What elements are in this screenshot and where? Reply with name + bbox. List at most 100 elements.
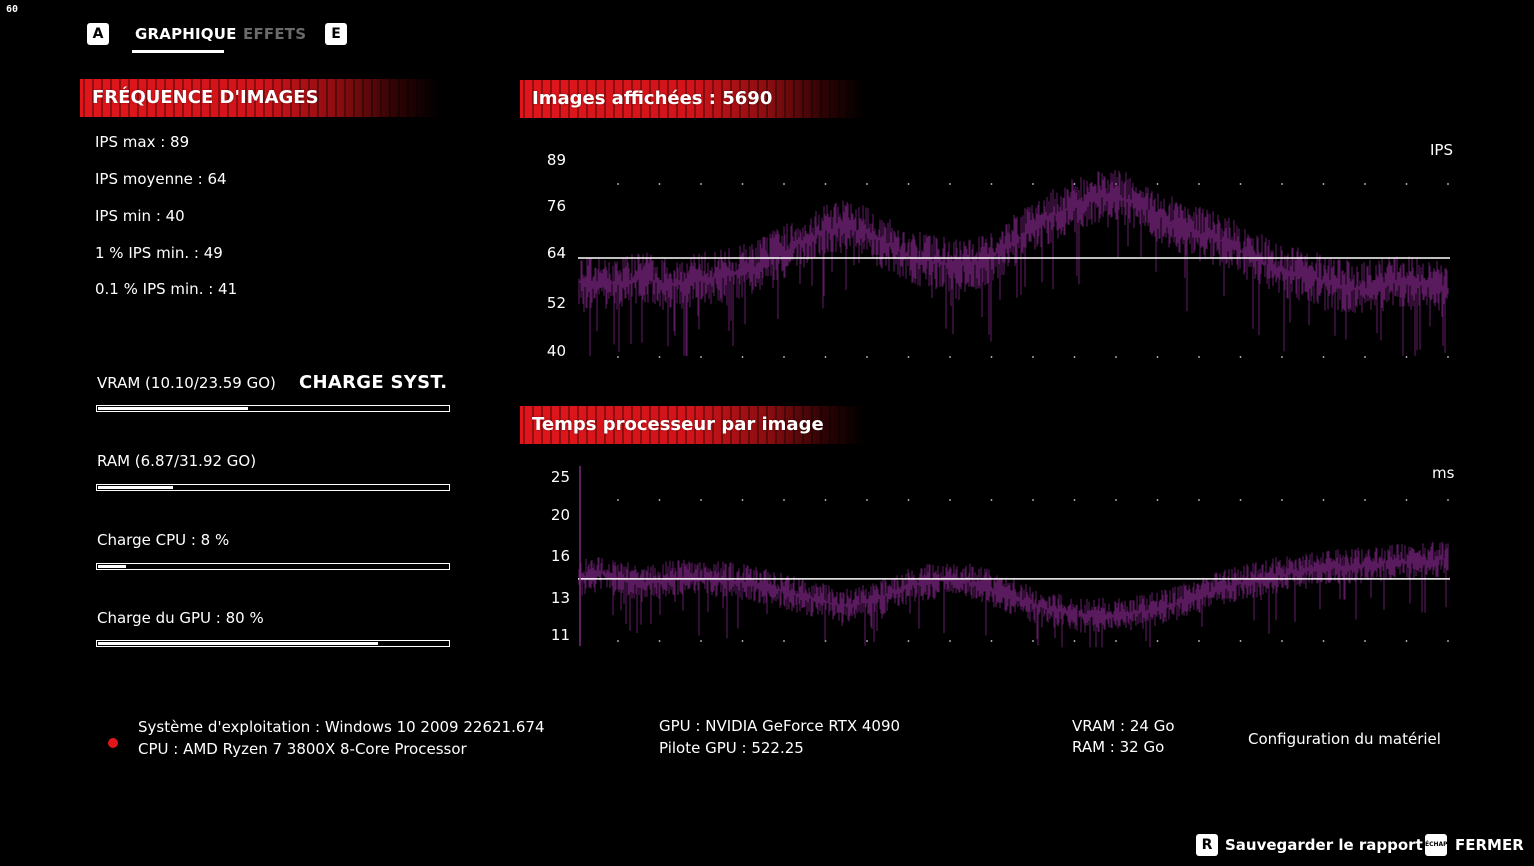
cpu-chart-unit: ms xyxy=(1432,464,1455,482)
cpu-chart-grid-dot xyxy=(1198,499,1200,501)
fps-chart-grid-dot xyxy=(866,356,868,358)
cpu-chart-grid-dot xyxy=(1405,640,1408,642)
cpu-chart-grid-dot xyxy=(741,499,744,501)
cpu-chart-grid-dot xyxy=(990,640,993,642)
tab-active-underline xyxy=(132,50,224,53)
fps-chart-grid-dot xyxy=(1322,356,1325,358)
fps-chart-unit: IPS xyxy=(1430,141,1453,159)
cpu-chart-grid-dot xyxy=(1115,640,1117,642)
cpu-chart-grid-dot xyxy=(907,499,910,501)
cpu-chart-grid-dot xyxy=(824,499,827,501)
cpu-chart-grid-dot xyxy=(866,499,868,501)
cpu-chart-grid-dot xyxy=(1032,499,1034,501)
fps-chart-grid-dot xyxy=(741,183,744,185)
system-load-title: CHARGE SYST. xyxy=(299,372,448,393)
fps-chart-grid-dot xyxy=(1032,183,1034,185)
fps-tick-52: 52 xyxy=(546,294,566,312)
fps-chart-grid-dot xyxy=(700,183,702,185)
stat-ips-max: IPS max : 89 xyxy=(95,133,190,151)
fps-chart-grid-dot xyxy=(1281,356,1283,358)
cpu-chart-grid-dot xyxy=(1322,640,1325,642)
status-dot-icon xyxy=(108,738,118,748)
fps-chart-grid-dot xyxy=(1073,356,1076,358)
cpu-chart-grid-dot xyxy=(1073,640,1076,642)
fps-tick-76: 76 xyxy=(546,197,566,215)
fps-chart-grid-dot xyxy=(1198,183,1200,185)
tab-left-key-icon[interactable]: A xyxy=(87,23,109,45)
cpu-info: CPU : AMD Ryzen 7 3800X 8-Core Processor xyxy=(138,740,467,758)
fps-chart-grid-dot xyxy=(1405,183,1408,185)
save-report-button[interactable]: Sauvegarder le rapport xyxy=(1225,836,1423,854)
fps-chart-grid-dot xyxy=(617,183,619,185)
fps-chart-grid-dot xyxy=(1364,356,1366,358)
fps-chart-grid-dot xyxy=(1239,183,1242,185)
fps-counter: 60 xyxy=(6,4,19,15)
cpu-chart-grid-dot xyxy=(1156,499,1159,501)
cpu-chart-grid-dot xyxy=(1364,640,1366,642)
escape-key-icon[interactable]: ÉCHAP xyxy=(1425,834,1448,856)
cpu-chart-grid-dot xyxy=(1322,499,1325,501)
cpu-chart-grid-dot xyxy=(783,499,785,501)
vram-info: VRAM : 24 Go xyxy=(1072,717,1175,735)
cpu-chart-grid-dot xyxy=(1156,640,1159,642)
framerate-title: FRÉQUENCE D'IMAGES xyxy=(80,79,440,117)
cpu-load-label: Charge CPU : 8 % xyxy=(97,531,230,549)
fps-chart-grid-dot xyxy=(1156,183,1159,185)
fps-chart-grid-dot xyxy=(907,183,910,185)
fps-chart-plot xyxy=(578,170,1450,358)
stat-ips-moyenne: IPS moyenne : 64 xyxy=(95,170,227,188)
ram-bar xyxy=(96,484,450,491)
cpu-chart-grid-dot xyxy=(1115,499,1117,501)
fps-chart-grid-dot xyxy=(1447,183,1449,185)
cpu-chart-grid-dot xyxy=(783,640,785,642)
fps-chart-grid-dot xyxy=(658,356,661,358)
close-button[interactable]: FERMER xyxy=(1455,836,1524,854)
tab-effets[interactable]: EFFETS xyxy=(243,25,307,43)
tab-right-key-icon[interactable]: E xyxy=(325,23,347,45)
save-key-icon[interactable]: R xyxy=(1196,834,1218,856)
fps-chart-grid-dot xyxy=(741,356,744,358)
vram-bar xyxy=(96,405,450,412)
cpu-tick-13: 13 xyxy=(550,589,570,607)
cpu-chart-header: Temps processeur par image xyxy=(520,406,865,444)
stat-1pct-low: 1 % IPS min. : 49 xyxy=(95,244,223,262)
fps-chart-grid-dot xyxy=(1239,356,1242,358)
ram-info: RAM : 32 Go xyxy=(1072,738,1165,756)
tab-graphique[interactable]: GRAPHIQUE xyxy=(135,25,237,43)
cpu-load-bar xyxy=(96,563,450,570)
fps-chart-header: Images affichées : 5690 xyxy=(520,80,865,118)
gpu-info: GPU : NVIDIA GeForce RTX 4090 xyxy=(659,717,901,735)
fps-chart-grid-dot xyxy=(907,356,910,358)
cpu-chart-grid-dot xyxy=(1281,640,1283,642)
cpu-chart-grid-dot xyxy=(1073,499,1076,501)
fps-chart-grid-dot xyxy=(1073,183,1076,185)
fps-chart-grid-dot xyxy=(949,356,951,358)
cpu-tick-16: 16 xyxy=(550,547,570,565)
vram-bar-fill xyxy=(98,407,248,410)
cpu-chart-grid-dot xyxy=(949,499,951,501)
fps-chart-grid-dot xyxy=(700,356,702,358)
cpu-chart-grid-dot xyxy=(1281,499,1283,501)
fps-chart-grid-dot xyxy=(866,183,868,185)
fps-chart-grid-dot xyxy=(1281,183,1283,185)
vram-label: VRAM (10.10/23.59 GO) xyxy=(97,374,276,392)
cpu-chart-grid-dot xyxy=(658,640,661,642)
stat-01pct-low: 0.1 % IPS min. : 41 xyxy=(95,280,238,298)
fps-chart-grid-dot xyxy=(990,183,993,185)
fps-chart-grid-dot xyxy=(1198,356,1200,358)
cpu-chart-grid-dot xyxy=(1239,499,1242,501)
fps-chart-grid-dot xyxy=(783,356,785,358)
stat-ips-min: IPS min : 40 xyxy=(95,207,185,225)
cpu-tick-25: 25 xyxy=(550,468,570,486)
fps-tick-64: 64 xyxy=(546,244,566,262)
ram-label: RAM (6.87/31.92 GO) xyxy=(97,452,257,470)
cpu-chart-grid-dot xyxy=(617,640,619,642)
fps-chart-series-line xyxy=(578,170,1449,356)
fps-chart-grid-dot xyxy=(824,183,827,185)
driver-info: Pilote GPU : 522.25 xyxy=(659,739,804,757)
hardware-config-link[interactable]: Configuration du matériel xyxy=(1248,730,1441,748)
cpu-tick-20: 20 xyxy=(550,506,570,524)
cpu-tick-11: 11 xyxy=(550,626,570,644)
fps-chart-grid-dot xyxy=(1156,356,1159,358)
os-info: Système d'exploitation : Windows 10 2009… xyxy=(138,718,545,736)
